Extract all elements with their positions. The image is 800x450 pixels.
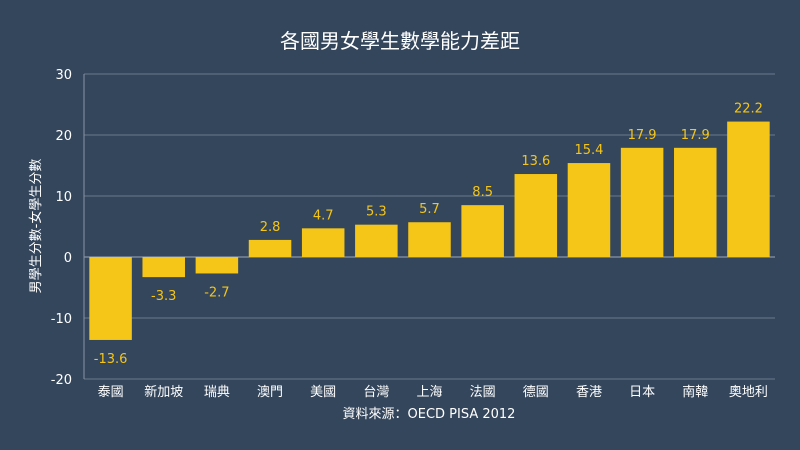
bar bbox=[355, 224, 398, 257]
data-label: 4.7 bbox=[313, 208, 334, 223]
bar bbox=[674, 147, 717, 257]
y-tick-label: 10 bbox=[55, 190, 72, 205]
x-tick-label: 日本 bbox=[629, 385, 655, 400]
x-tick-label: 上海 bbox=[416, 385, 442, 400]
y-tick-label: 20 bbox=[55, 129, 72, 144]
data-label: 13.6 bbox=[521, 154, 550, 169]
data-label: 17.9 bbox=[681, 128, 710, 143]
data-label: 2.8 bbox=[260, 220, 281, 235]
y-tick-label: -10 bbox=[51, 312, 72, 327]
x-tick-label: 台灣 bbox=[363, 385, 389, 400]
bar bbox=[461, 205, 504, 257]
data-label: 17.9 bbox=[628, 128, 657, 143]
data-label: -2.7 bbox=[204, 285, 229, 300]
x-tick-labels: 泰國 新加坡 瑞典 澳門 美國 台灣 上海 法國 德國 香港 日本 南韓 奧地利 bbox=[98, 384, 768, 400]
x-tick-label: 瑞典 bbox=[204, 385, 230, 400]
x-tick-label: 法國 bbox=[470, 385, 496, 400]
bar bbox=[142, 257, 185, 278]
data-label: 5.7 bbox=[419, 202, 440, 217]
y-tick-labels: -20 -10 0 10 20 30 bbox=[51, 68, 72, 388]
x-tick-label: 澳門 bbox=[257, 384, 283, 400]
data-labels: -13.6 -3.3 -2.7 2.8 4.7 5.3 5.7 8.5 13.6 15.4 17.9… bbox=[94, 102, 763, 367]
y-tick-label: 0 bbox=[64, 251, 72, 266]
data-label: 22.2 bbox=[734, 102, 763, 117]
y-tick-label: -20 bbox=[51, 373, 72, 388]
bar bbox=[620, 147, 664, 257]
x-tick-label: 新加坡 bbox=[144, 384, 183, 400]
data-label: 8.5 bbox=[472, 185, 493, 200]
bar bbox=[195, 257, 239, 274]
bar bbox=[301, 228, 345, 257]
y-tick-label: 30 bbox=[55, 68, 72, 83]
data-label: -13.6 bbox=[94, 352, 128, 367]
x-tick-label: 南韓 bbox=[682, 384, 708, 400]
data-label: 5.3 bbox=[366, 205, 387, 220]
x-tick-label: 香港 bbox=[576, 385, 602, 400]
x-tick-label: 泰國 bbox=[98, 385, 124, 400]
bars bbox=[89, 121, 770, 340]
bar bbox=[408, 222, 451, 257]
chart-title: 各國男女學生數學能力差距 bbox=[280, 29, 520, 53]
data-label: 15.4 bbox=[574, 143, 603, 158]
x-tick-label: 奧地利 bbox=[729, 385, 768, 400]
x-tick-label: 美國 bbox=[310, 385, 336, 400]
bar bbox=[514, 174, 558, 257]
bar bbox=[567, 163, 611, 257]
bar bbox=[89, 257, 132, 340]
bar bbox=[248, 239, 292, 257]
x-tick-label: 德國 bbox=[523, 385, 549, 400]
bar bbox=[727, 121, 770, 257]
data-label: -3.3 bbox=[151, 289, 176, 304]
source-note: 資料來源：OECD PISA 2012 bbox=[343, 407, 516, 422]
y-axis-label: 男學生分數-女學生分數 bbox=[28, 159, 44, 294]
